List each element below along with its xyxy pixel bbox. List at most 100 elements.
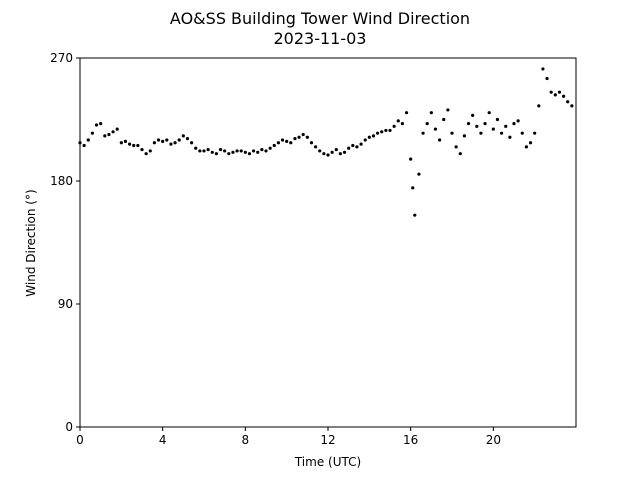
point xyxy=(285,139,289,143)
point xyxy=(549,90,553,94)
point xyxy=(351,143,355,148)
point xyxy=(483,122,487,126)
point xyxy=(119,141,123,145)
point xyxy=(256,150,260,154)
point xyxy=(169,142,173,146)
chart-title: AO&SS Building Tower Wind Direction xyxy=(170,9,470,28)
point xyxy=(504,124,508,128)
point xyxy=(533,131,537,135)
point xyxy=(458,152,462,156)
y-tick-label: 180 xyxy=(50,174,73,188)
point xyxy=(338,152,342,156)
point xyxy=(78,141,82,145)
point xyxy=(252,149,256,153)
point xyxy=(524,145,529,149)
point xyxy=(107,132,111,137)
plot-frame xyxy=(79,57,577,428)
point xyxy=(165,138,169,142)
point xyxy=(367,135,371,139)
point xyxy=(156,138,161,142)
point xyxy=(268,146,272,150)
point xyxy=(260,147,264,152)
point xyxy=(446,108,450,112)
x-tick-label: 8 xyxy=(242,433,250,447)
x-tick-label: 20 xyxy=(486,433,501,447)
point xyxy=(293,137,297,141)
point xyxy=(396,119,400,123)
point xyxy=(223,149,227,153)
point xyxy=(210,150,214,154)
point xyxy=(363,138,367,142)
point xyxy=(276,141,280,145)
point xyxy=(314,145,318,149)
point xyxy=(82,143,86,148)
y-axis-label: Wind Direction (°) xyxy=(24,189,38,296)
point xyxy=(479,131,483,135)
point xyxy=(103,134,107,138)
point xyxy=(305,135,309,139)
point xyxy=(500,131,504,135)
x-tick-label: 4 xyxy=(159,433,167,447)
point xyxy=(334,147,338,152)
point xyxy=(272,143,276,148)
point xyxy=(557,90,562,94)
point xyxy=(371,134,376,138)
point xyxy=(388,128,392,133)
point xyxy=(190,141,194,145)
point xyxy=(322,152,326,156)
point xyxy=(454,145,458,149)
point xyxy=(99,122,103,126)
point xyxy=(115,127,119,131)
point xyxy=(411,186,415,190)
point xyxy=(280,138,285,142)
point xyxy=(376,131,380,135)
point xyxy=(553,93,557,97)
point xyxy=(570,104,574,108)
point xyxy=(128,142,132,146)
point xyxy=(181,134,185,138)
y-tick-label: 90 xyxy=(58,297,73,311)
point xyxy=(359,142,363,146)
point xyxy=(520,131,524,135)
point xyxy=(392,124,396,128)
chart-subtitle: 2023-11-03 xyxy=(274,29,367,48)
point xyxy=(148,149,152,153)
point xyxy=(198,149,202,153)
point xyxy=(330,150,334,154)
point xyxy=(462,134,466,138)
point xyxy=(239,149,243,153)
point xyxy=(487,111,491,115)
point xyxy=(404,111,409,115)
point xyxy=(297,135,301,139)
point xyxy=(347,146,351,150)
point xyxy=(342,150,347,154)
point xyxy=(144,152,148,156)
point xyxy=(355,145,359,149)
point xyxy=(247,152,252,156)
point xyxy=(384,128,388,133)
point xyxy=(94,123,99,127)
point xyxy=(227,152,231,156)
point xyxy=(425,122,429,126)
point xyxy=(194,146,198,150)
point xyxy=(508,135,512,139)
point xyxy=(512,122,516,126)
point xyxy=(417,172,421,176)
point xyxy=(90,131,94,135)
point xyxy=(442,117,446,122)
x-axis-label: Time (UTC) xyxy=(294,455,361,469)
point xyxy=(400,122,404,126)
point xyxy=(562,94,566,98)
point xyxy=(309,141,314,145)
point xyxy=(264,149,268,153)
point xyxy=(409,157,413,161)
point xyxy=(140,147,144,152)
point xyxy=(471,113,475,117)
point xyxy=(177,138,181,142)
point xyxy=(206,147,210,152)
point xyxy=(289,141,293,145)
point xyxy=(326,153,330,157)
point xyxy=(185,137,190,141)
